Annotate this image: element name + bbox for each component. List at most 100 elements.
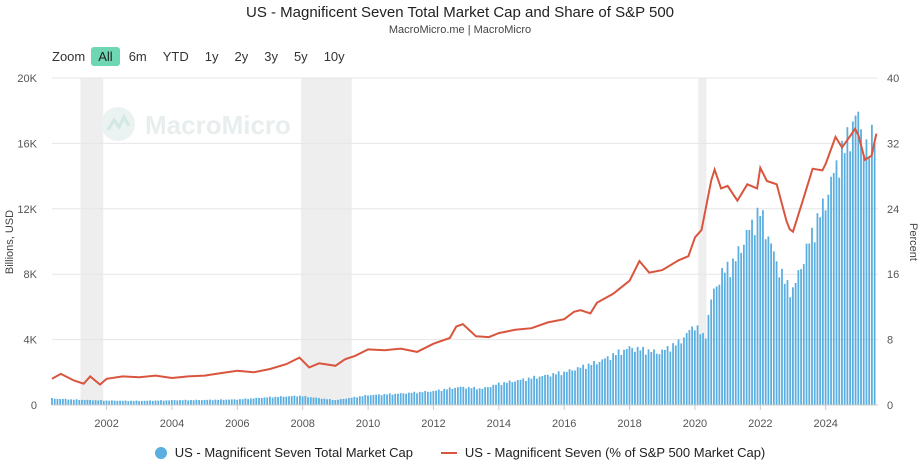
bar bbox=[225, 399, 228, 405]
bar bbox=[271, 397, 274, 405]
bar bbox=[601, 359, 604, 405]
bar bbox=[606, 356, 609, 405]
bar bbox=[707, 314, 710, 405]
bar bbox=[348, 397, 350, 405]
y-left-tick-label: 12K bbox=[17, 204, 37, 216]
bar bbox=[217, 399, 220, 405]
bar bbox=[492, 384, 495, 405]
bar bbox=[416, 393, 418, 405]
bar bbox=[56, 398, 59, 405]
bar bbox=[764, 239, 767, 405]
chart-plot[interactable]: MacroMicro 0 4K 8K 12K 16K 20K 0 8 16 24 32 40 200… bbox=[0, 0, 920, 440]
y-axis-right-title: Percent bbox=[907, 223, 919, 261]
bar bbox=[247, 399, 250, 405]
bar bbox=[339, 399, 342, 405]
y-right-tick-label: 24 bbox=[887, 204, 899, 216]
bar bbox=[838, 177, 841, 405]
bar bbox=[418, 391, 421, 405]
bar bbox=[288, 396, 290, 405]
bar bbox=[854, 115, 857, 406]
watermark-text: MacroMicro bbox=[145, 110, 291, 140]
bar bbox=[195, 399, 198, 405]
y-right-tick-label: 16 bbox=[887, 269, 899, 281]
zoom-button-6m[interactable]: 6m bbox=[128, 49, 147, 64]
zoom-button-10y[interactable]: 10y bbox=[323, 49, 345, 64]
bar bbox=[258, 397, 260, 405]
recession-band bbox=[301, 78, 352, 405]
bar bbox=[495, 384, 497, 405]
bar bbox=[718, 284, 721, 405]
bar bbox=[157, 400, 160, 405]
bar bbox=[410, 392, 413, 405]
zoom-button-2y[interactable]: 2y bbox=[234, 49, 249, 64]
bar bbox=[176, 400, 179, 405]
bar bbox=[315, 397, 318, 405]
bar bbox=[402, 393, 405, 405]
bar bbox=[279, 396, 282, 405]
bar bbox=[62, 398, 64, 405]
bar bbox=[132, 401, 135, 405]
bar bbox=[214, 399, 217, 405]
bar bbox=[168, 400, 171, 405]
bar bbox=[609, 359, 612, 405]
bar bbox=[552, 373, 555, 405]
bar bbox=[519, 379, 522, 405]
bar bbox=[849, 151, 851, 405]
legend-item-share[interactable]: US - Magnificent Seven (% of S&P 500 Mar… bbox=[440, 445, 765, 460]
bar bbox=[767, 236, 770, 405]
bar bbox=[219, 399, 222, 405]
bar bbox=[391, 394, 394, 405]
bar bbox=[789, 297, 792, 405]
bar bbox=[239, 399, 241, 405]
legend-item-market-cap[interactable]: US - Magnificent Seven Total Market Cap bbox=[154, 445, 413, 460]
bar bbox=[587, 363, 590, 405]
bar bbox=[732, 258, 734, 405]
bar bbox=[407, 392, 410, 405]
bar bbox=[574, 370, 576, 405]
bar bbox=[448, 387, 451, 405]
bar bbox=[631, 348, 634, 405]
bar bbox=[451, 388, 454, 405]
zoom-button-5y[interactable]: 5y bbox=[293, 49, 308, 64]
bar bbox=[222, 399, 225, 405]
bar bbox=[173, 400, 176, 405]
bar bbox=[802, 264, 805, 405]
bar bbox=[394, 393, 397, 405]
zoom-button-1y[interactable]: 1y bbox=[204, 49, 219, 64]
bar bbox=[380, 395, 383, 405]
bar bbox=[819, 217, 822, 405]
bar bbox=[59, 398, 62, 405]
bar bbox=[639, 350, 642, 405]
zoom-button-all[interactable]: All bbox=[91, 47, 120, 66]
bar bbox=[860, 129, 862, 405]
bar bbox=[367, 395, 369, 405]
bar bbox=[546, 374, 549, 405]
bar bbox=[593, 360, 595, 405]
y-axis-left: 0 4K 8K 12K 16K 20K bbox=[17, 73, 37, 412]
bar bbox=[481, 388, 484, 405]
bar bbox=[111, 400, 113, 405]
x-tick-label: 2016 bbox=[552, 418, 576, 430]
bar bbox=[78, 399, 81, 405]
chart-title: US - Magnificent Seven Total Market Cap … bbox=[245, 4, 675, 21]
zoom-button-3y[interactable]: 3y bbox=[264, 49, 278, 64]
bar bbox=[64, 398, 67, 405]
bar bbox=[862, 155, 865, 405]
x-tick-label: 2006 bbox=[225, 418, 249, 430]
bar bbox=[67, 399, 70, 405]
bar bbox=[170, 400, 173, 405]
legend-line-icon bbox=[440, 451, 457, 454]
bar bbox=[783, 283, 786, 405]
bar bbox=[334, 399, 337, 405]
bar bbox=[669, 351, 672, 405]
bar bbox=[740, 252, 743, 405]
bar bbox=[470, 388, 473, 405]
bar bbox=[737, 246, 740, 405]
zoom-button-ytd[interactable]: YTD bbox=[162, 49, 189, 64]
bar bbox=[800, 269, 802, 405]
bar bbox=[778, 277, 781, 405]
bar bbox=[486, 387, 489, 405]
bar bbox=[751, 219, 753, 405]
bar bbox=[535, 378, 538, 405]
bar bbox=[713, 288, 715, 405]
